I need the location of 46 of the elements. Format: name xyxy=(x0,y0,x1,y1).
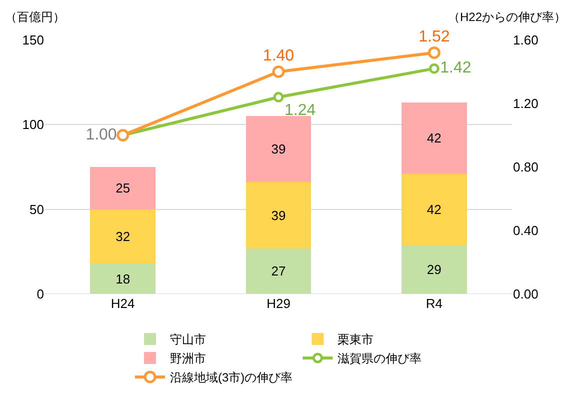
bar xyxy=(401,244,467,294)
point xyxy=(273,92,284,102)
bar xyxy=(90,209,156,264)
bar xyxy=(246,248,312,294)
data-label: 25 xyxy=(116,180,130,196)
data-label: 42 xyxy=(426,130,442,146)
y-tick-label: 150 xyxy=(22,32,44,48)
x-tick-label: H24 xyxy=(110,296,135,311)
legend-label: 守山市 xyxy=(170,332,206,347)
y-tick-label: 100 xyxy=(22,117,44,132)
y2-axis-title: （H22からの伸び率） xyxy=(448,10,566,24)
data-label: 1.40 xyxy=(262,48,294,64)
data-label: 42 xyxy=(426,202,442,217)
data-label: 1.00 xyxy=(86,126,117,144)
legend-label: 栗東市 xyxy=(338,332,374,347)
data-label: 18 xyxy=(116,271,130,286)
data-label: 32 xyxy=(116,228,130,244)
data-label: 1.52 xyxy=(418,28,450,46)
data-label: 27 xyxy=(271,264,286,279)
bar xyxy=(401,102,467,174)
y2-tick-label: 0.00 xyxy=(513,286,538,302)
point xyxy=(272,66,285,78)
bar xyxy=(401,174,467,245)
y2-tick-label: 0.80 xyxy=(513,160,538,175)
data-label: 1.42 xyxy=(440,60,472,77)
legend-label: 野洲市 xyxy=(170,352,206,366)
x-tick-label: R4 xyxy=(426,296,442,311)
point xyxy=(428,63,440,74)
legend-label: 滋賀県の伸び率 xyxy=(338,352,422,366)
legend-label: 沿線地域(3市)の伸び率 xyxy=(170,370,293,385)
data-label: 1.24 xyxy=(284,102,316,120)
y-axis-title: （百億円） xyxy=(5,10,65,24)
y-tick-label: 0 xyxy=(36,286,44,302)
bar xyxy=(246,182,312,248)
data-label: 39 xyxy=(271,208,286,223)
data-label: 39 xyxy=(271,142,286,157)
y2-tick-label: 1.20 xyxy=(513,96,538,112)
bar xyxy=(246,116,312,182)
y-tick-label: 50 xyxy=(30,202,44,217)
bar xyxy=(90,167,156,210)
point xyxy=(428,46,440,59)
y2-tick-label: 1.60 xyxy=(513,32,538,48)
bar xyxy=(90,264,156,294)
data-label: 29 xyxy=(426,262,442,277)
x-tick-label: H29 xyxy=(266,296,290,311)
y2-tick-label: 0.40 xyxy=(513,223,538,238)
